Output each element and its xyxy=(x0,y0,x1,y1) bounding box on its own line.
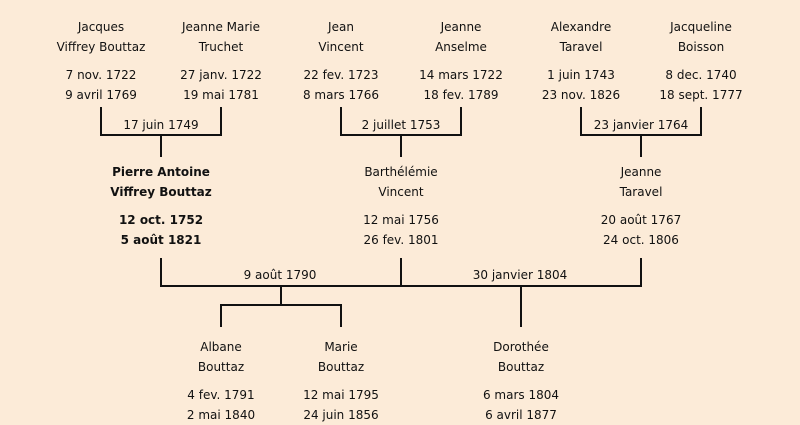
connector-line xyxy=(160,258,642,287)
marriage-date: 9 août 1790 xyxy=(243,268,317,282)
birth-date: 6 mars 1804 xyxy=(482,388,560,402)
birth-date: 8 dec. 1740 xyxy=(665,68,737,82)
death-date: 24 oct. 1806 xyxy=(603,233,679,247)
death-date: 19 mai 1781 xyxy=(183,88,259,102)
last-name: Truchet xyxy=(198,40,244,54)
last-name: Bouttaz xyxy=(497,360,545,374)
birth-date: 27 janv. 1722 xyxy=(180,68,262,82)
birth-date: 7 nov. 1722 xyxy=(65,68,137,82)
last-name: Viffrey Bouttaz xyxy=(110,185,212,199)
death-date: 18 fev. 1789 xyxy=(423,88,499,102)
birth-date: 14 mars 1722 xyxy=(419,68,503,82)
death-date: 9 avril 1769 xyxy=(65,88,137,102)
first-name: Jeanne xyxy=(440,20,482,34)
marriage-date: 23 janvier 1764 xyxy=(593,118,689,132)
connector-line xyxy=(220,286,342,327)
birth-date: 22 fev. 1723 xyxy=(303,68,379,82)
last-name: Taravel xyxy=(559,40,603,54)
first-name: Pierre Antoine xyxy=(112,165,210,179)
death-date: 5 août 1821 xyxy=(120,233,202,247)
birth-date: 12 mai 1795 xyxy=(303,388,379,402)
birth-date: 12 oct. 1752 xyxy=(118,213,204,227)
marriage-date: 2 juillet 1753 xyxy=(361,118,441,132)
death-date: 18 sept. 1777 xyxy=(659,88,743,102)
connector-line xyxy=(580,107,702,157)
last-name: Taravel xyxy=(619,185,663,199)
first-name: Albane xyxy=(200,340,242,354)
connector-line xyxy=(340,107,462,157)
death-date: 8 mars 1766 xyxy=(302,88,380,102)
death-date: 23 nov. 1826 xyxy=(541,88,621,102)
marriage-date: 17 juin 1749 xyxy=(123,118,199,132)
first-name: Jeanne xyxy=(620,165,662,179)
death-date: 6 avril 1877 xyxy=(485,408,557,422)
first-name: Marie xyxy=(324,340,358,354)
last-name: Anselme xyxy=(435,40,487,54)
last-name: Boisson xyxy=(677,40,725,54)
last-name: Vincent xyxy=(318,40,364,54)
death-date: 26 fev. 1801 xyxy=(363,233,439,247)
first-name: Jean xyxy=(328,20,354,34)
first-name: Dorothée xyxy=(493,340,549,354)
first-name: Jacqueline xyxy=(670,20,732,34)
first-name: Jacques xyxy=(77,20,125,34)
birth-date: 12 mai 1756 xyxy=(363,213,439,227)
marriage-date: 30 janvier 1804 xyxy=(472,268,568,282)
first-name: Barthélémie xyxy=(364,165,438,179)
first-name: Jeanne Marie xyxy=(181,20,261,34)
birth-date: 4 fev. 1791 xyxy=(187,388,255,402)
death-date: 2 mai 1840 xyxy=(186,408,256,422)
birth-date: 20 août 1767 xyxy=(600,213,682,227)
birth-date: 1 juin 1743 xyxy=(547,68,615,82)
connector-line xyxy=(100,107,222,157)
last-name: Vincent xyxy=(378,185,424,199)
last-name: Viffrey Bouttaz xyxy=(56,40,146,54)
death-date: 24 juin 1856 xyxy=(303,408,379,422)
first-name: Alexandre xyxy=(550,20,612,34)
last-name: Bouttaz xyxy=(197,360,245,374)
last-name: Bouttaz xyxy=(317,360,365,374)
